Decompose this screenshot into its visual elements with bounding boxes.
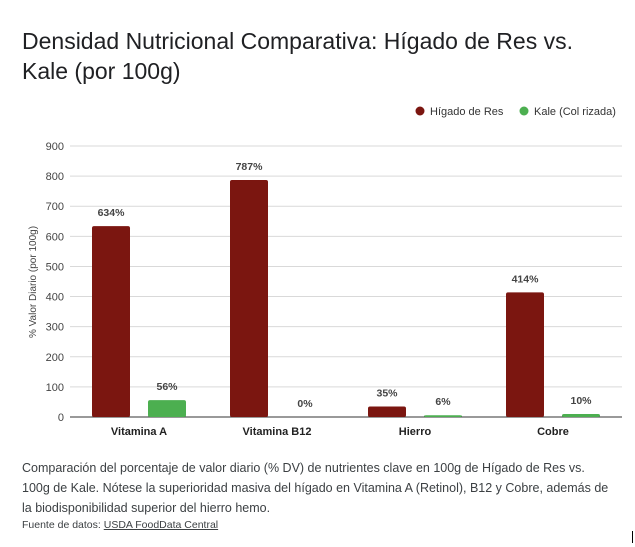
y-tick-label: 400 [46,292,64,304]
y-tick-label: 100 [46,382,64,394]
legend-swatch [416,107,425,116]
x-tick-label: Vitamina B12 [243,426,312,438]
source-prefix: Fuente de datos: [22,519,104,531]
bar [230,180,268,417]
legend: Hígado de Res Kale (Col rizada) [416,106,616,118]
data-label: 414% [512,273,540,285]
y-axis-title: % Valor Diario (por 100g) [28,226,39,338]
data-label: 787% [236,161,264,173]
x-tick-label: Hierro [399,426,432,438]
legend-label: Hígado de Res [430,106,504,118]
y-tick-label: 800 [46,171,64,183]
y-tick-label: 500 [46,261,64,273]
y-tick-label: 300 [46,322,64,334]
y-tick-label: 700 [46,201,64,213]
legend-label: Kale (Col rizada) [534,106,616,118]
data-label: 634% [98,207,126,219]
bar [424,415,462,417]
y-tick-label: 600 [46,231,64,243]
bar [148,400,186,417]
y-tick-label: 0 [58,412,64,424]
bar [562,414,600,417]
bar [92,226,130,417]
data-label: 56% [156,381,178,393]
source-link[interactable]: USDA FoodData Central [104,519,218,531]
x-tick-label: Vitamina A [111,426,167,438]
y-axis: 0 100 200 300 400 500 600 700 800 900 [46,141,64,424]
text-cursor [632,531,633,543]
y-tick-label: 200 [46,352,64,364]
x-axis: Vitamina A Vitamina B12 Hierro Cobre [111,426,569,438]
x-tick-label: Cobre [537,426,569,438]
y-tick-label: 900 [46,141,64,153]
bar [506,292,544,417]
legend-swatch [520,107,529,116]
data-label: 10% [570,395,592,407]
data-label: 0% [297,398,313,410]
data-source: Fuente de datos: USDA FoodData Central [22,519,218,531]
bar-chart: 0 100 200 300 400 500 600 700 800 900 634% 56% 787%… [0,0,635,455]
chart-caption: Comparación del porcentaje de valor diar… [22,458,614,518]
bar [368,406,406,417]
data-label: 6% [435,396,451,408]
data-label: 35% [376,387,398,399]
